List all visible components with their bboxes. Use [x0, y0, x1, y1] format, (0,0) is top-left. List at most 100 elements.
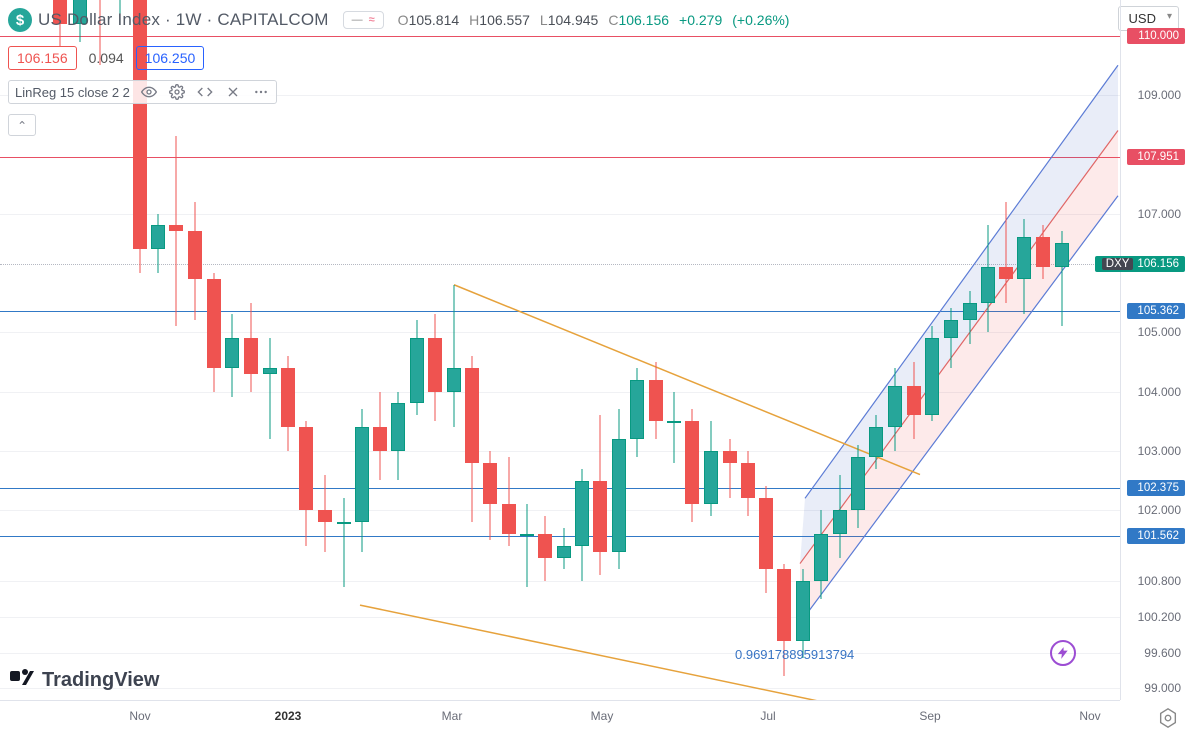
candle[interactable]	[188, 202, 202, 321]
candle[interactable]	[704, 421, 718, 516]
candle[interactable]	[741, 451, 755, 516]
candle[interactable]	[483, 451, 497, 540]
x-tick: Nov	[1079, 709, 1100, 723]
candle[interactable]	[447, 285, 461, 427]
x-tick: Sep	[919, 709, 940, 723]
y-tick: 100.200	[1138, 610, 1181, 624]
candle[interactable]	[299, 421, 313, 546]
candle[interactable]	[207, 273, 221, 392]
candle[interactable]	[833, 475, 847, 558]
candle[interactable]	[851, 445, 865, 528]
axis-settings-icon[interactable]	[1157, 707, 1179, 729]
gear-icon[interactable]	[168, 83, 186, 101]
candle[interactable]	[981, 225, 995, 332]
logo-text: TradingView	[42, 669, 159, 692]
candle[interactable]	[281, 356, 295, 451]
chip-approx: ≈	[369, 14, 375, 26]
candle[interactable]	[373, 392, 387, 481]
spread-value: 0.094	[89, 50, 124, 66]
y-tick: 104.000	[1138, 385, 1181, 399]
candle[interactable]	[999, 202, 1013, 303]
more-icon[interactable]	[252, 83, 270, 101]
candle[interactable]	[428, 314, 442, 421]
ohlc-readout: O105.814 H106.557 L104.945 C106.156 +0.2…	[398, 12, 790, 28]
y-tick: 100.800	[1138, 574, 1181, 588]
y-tick: 109.000	[1138, 88, 1181, 102]
candle[interactable]	[649, 362, 663, 439]
candle[interactable]	[337, 498, 351, 587]
candle[interactable]	[133, 0, 147, 273]
candle[interactable]	[410, 320, 424, 415]
candle[interactable]	[1017, 219, 1031, 314]
alert-icon[interactable]	[1050, 640, 1076, 666]
price-badge: 107.951	[1127, 149, 1185, 165]
candle[interactable]	[630, 368, 644, 457]
compare-chip[interactable]: — ≈	[343, 11, 384, 29]
candle[interactable]	[963, 291, 977, 344]
ask-price[interactable]: 106.250	[136, 46, 205, 70]
candle[interactable]	[612, 409, 626, 569]
x-tick: Nov	[129, 709, 150, 723]
x-tick: May	[591, 709, 614, 723]
collapse-button[interactable]: ⌄	[8, 114, 36, 136]
symbol-icon[interactable]: $	[8, 8, 32, 32]
bid-price[interactable]: 106.156	[8, 46, 77, 70]
candle[interactable]	[869, 415, 883, 468]
candle[interactable]	[502, 457, 516, 546]
x-tick: Mar	[442, 709, 463, 723]
candle[interactable]	[244, 303, 258, 392]
candle[interactable]	[391, 392, 405, 481]
candle[interactable]	[685, 409, 699, 522]
chip-dash: —	[352, 14, 363, 26]
candle[interactable]	[225, 314, 239, 397]
y-tick: 107.000	[1138, 207, 1181, 221]
candle[interactable]	[318, 475, 332, 552]
candle[interactable]	[520, 504, 534, 587]
x-tick: 2023	[275, 709, 302, 723]
y-tick: 99.000	[1144, 681, 1181, 695]
candle[interactable]	[538, 516, 552, 581]
candle[interactable]	[667, 392, 681, 463]
bid-ask-row: 106.156 0.094 106.250	[8, 46, 204, 70]
indicator-panel: LinReg 15 close 2 2	[8, 80, 277, 104]
chart-plot-area[interactable]: 0.969178895913794	[0, 0, 1120, 700]
candle[interactable]	[888, 368, 902, 451]
candle[interactable]	[944, 308, 958, 367]
y-tick: 102.000	[1138, 503, 1181, 517]
candle[interactable]	[796, 569, 810, 658]
candle[interactable]	[1055, 231, 1069, 326]
price-badge: DXY106.156	[1095, 256, 1185, 272]
price-badge: 102.375	[1127, 480, 1185, 496]
candle[interactable]	[925, 326, 939, 421]
candle[interactable]	[723, 439, 737, 498]
candle[interactable]	[263, 338, 277, 439]
time-axis[interactable]: Nov 2023 Mar May Jul Sep Nov	[0, 700, 1120, 733]
y-tick: 105.000	[1138, 325, 1181, 339]
logo-mark-icon	[10, 667, 36, 693]
eye-icon[interactable]	[140, 83, 158, 101]
close-icon[interactable]	[224, 83, 242, 101]
candle[interactable]	[575, 469, 589, 582]
candle[interactable]	[907, 362, 921, 439]
price-badge: 105.362	[1127, 303, 1185, 319]
candle[interactable]	[465, 356, 479, 522]
candle[interactable]	[151, 214, 165, 273]
candle[interactable]	[593, 415, 607, 575]
candle[interactable]	[1036, 225, 1050, 278]
candle[interactable]	[355, 409, 369, 551]
symbol-title[interactable]: US Dollar Index · 1W · CAPITALCOM	[38, 10, 329, 30]
candle[interactable]	[759, 486, 773, 593]
header-bar: $ US Dollar Index · 1W · CAPITALCOM — ≈ …	[0, 0, 1187, 40]
x-tick: Jul	[760, 709, 775, 723]
y-tick: 103.000	[1138, 444, 1181, 458]
candle[interactable]	[814, 510, 828, 599]
candle[interactable]	[169, 136, 183, 326]
y-tick: 99.600	[1144, 646, 1181, 660]
ratio-annotation: 0.969178895913794	[735, 647, 854, 662]
candle[interactable]	[557, 528, 571, 570]
price-badge: 101.562	[1127, 528, 1185, 544]
tradingview-logo[interactable]: TradingView	[10, 667, 159, 693]
code-icon[interactable]	[196, 83, 214, 101]
price-axis[interactable]: 109.000 107.000 105.000 104.000 103.000 102.0…	[1120, 0, 1187, 700]
indicator-name[interactable]: LinReg 15 close 2 2	[15, 85, 130, 100]
